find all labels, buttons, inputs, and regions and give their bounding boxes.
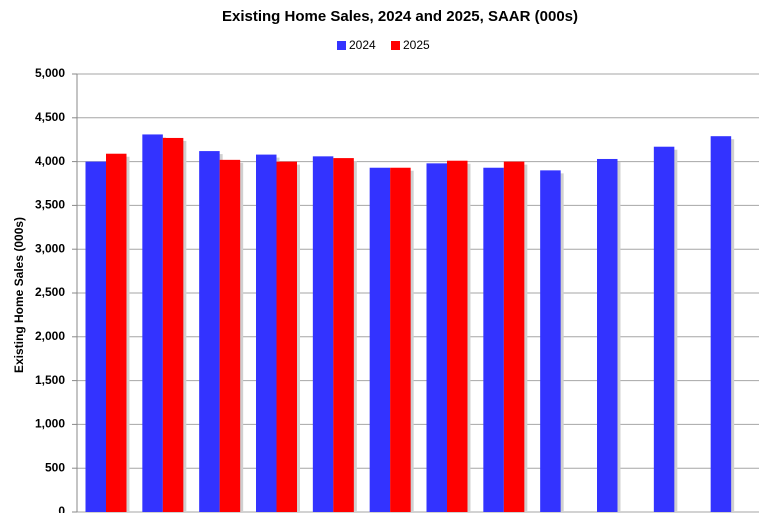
bar (276, 161, 297, 512)
legend-label: 2024 (349, 38, 376, 52)
bar (199, 151, 220, 512)
y-tick-label: 5,000 (35, 66, 65, 80)
bar (162, 137, 184, 512)
legend-swatch (391, 41, 400, 50)
bar (219, 159, 241, 512)
bar (447, 160, 468, 512)
y-tick-label: 1,000 (35, 417, 65, 431)
y-tick-label: 1,500 (35, 373, 65, 387)
y-tick-label: 2,500 (35, 285, 65, 299)
chart-title: Existing Home Sales, 2024 and 2025, SAAR… (222, 8, 578, 25)
bar (710, 136, 732, 513)
y-tick-label: 3,500 (35, 198, 65, 212)
y-tick-label: 3,000 (35, 241, 65, 255)
bar (390, 167, 411, 512)
bar (483, 167, 504, 512)
bar (142, 134, 163, 512)
bar (369, 167, 391, 512)
bar (312, 156, 334, 512)
bar (597, 158, 618, 513)
y-tick-label: 4,000 (35, 154, 65, 168)
legend-swatch (337, 41, 346, 50)
bar (426, 163, 447, 513)
bar (256, 154, 277, 513)
bar (333, 158, 354, 512)
bar (85, 161, 106, 512)
legend-label: 2025 (403, 38, 430, 52)
bar (653, 146, 675, 512)
y-tick-label: 500 (45, 460, 65, 474)
bar (540, 170, 561, 513)
y-axis-label: Existing Home Sales (000s) (12, 217, 26, 373)
y-tick-label: 4,500 (35, 110, 65, 124)
bar (106, 153, 127, 512)
y-tick-label: 0 (58, 504, 65, 513)
bar (503, 161, 525, 512)
y-tick-label: 2,000 (35, 329, 65, 343)
